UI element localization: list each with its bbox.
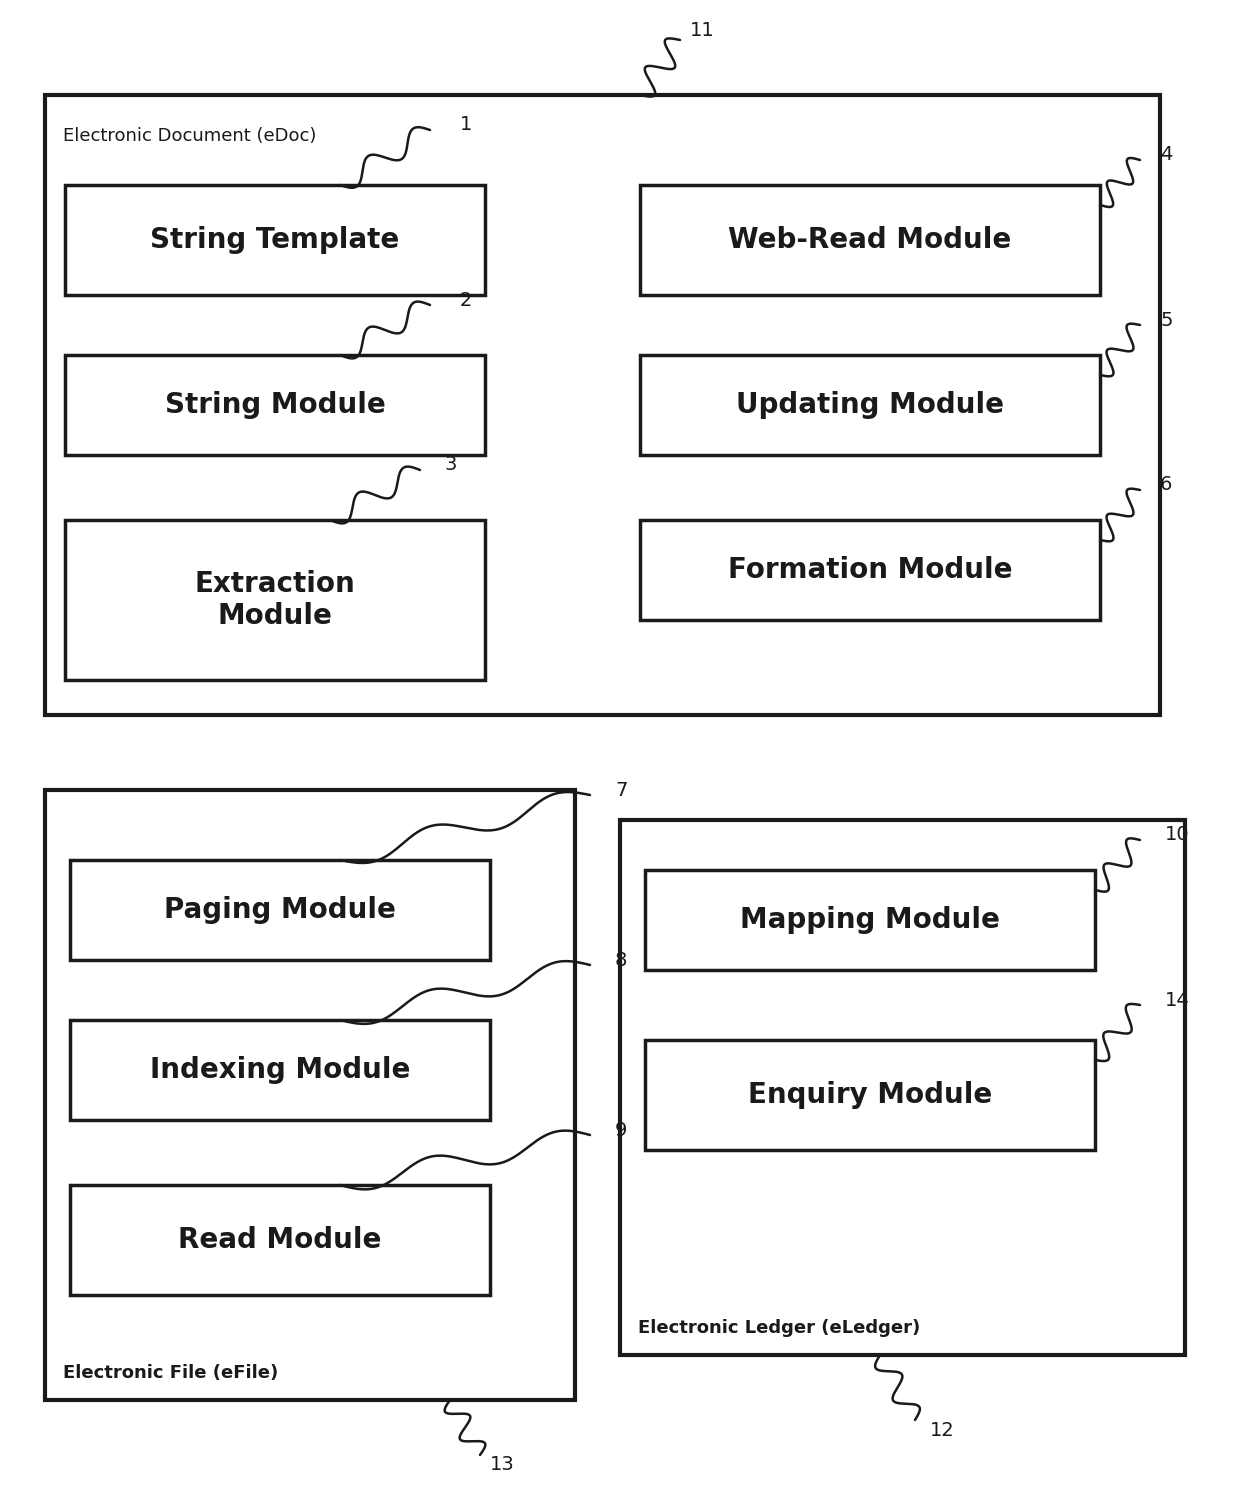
Bar (64, 355, 485, 455)
Text: 14: 14 (1166, 991, 1189, 1009)
Bar (45, 95, 1159, 715)
Bar (640, 520, 1100, 620)
Text: 3: 3 (445, 456, 458, 474)
Text: Indexing Module: Indexing Module (150, 1057, 410, 1083)
Text: Electronic Ledger (eLedger): Electronic Ledger (eLedger) (639, 1320, 920, 1337)
Text: 6: 6 (1159, 476, 1172, 495)
Text: 2: 2 (460, 290, 472, 309)
Bar (640, 184, 1100, 296)
Text: 7: 7 (615, 780, 627, 799)
Bar (640, 355, 1100, 455)
Bar (620, 820, 1185, 1355)
Text: String Template: String Template (150, 226, 399, 254)
Bar (64, 184, 485, 296)
Text: String Module: String Module (165, 391, 386, 419)
Text: Mapping Module: Mapping Module (740, 906, 999, 935)
Text: Extraction
Module: Extraction Module (195, 569, 356, 630)
Text: Web-Read Module: Web-Read Module (728, 226, 1012, 254)
Text: 5: 5 (1159, 311, 1173, 330)
Text: 1: 1 (460, 116, 472, 135)
Text: Electronic Document (eDoc): Electronic Document (eDoc) (63, 126, 316, 146)
Bar (69, 1019, 490, 1120)
Text: 12: 12 (930, 1421, 955, 1440)
Bar (69, 1184, 490, 1294)
Bar (45, 791, 575, 1400)
Text: 4: 4 (1159, 146, 1172, 165)
Text: 11: 11 (689, 21, 714, 40)
Text: 9: 9 (615, 1120, 627, 1140)
Bar (645, 869, 1095, 970)
Text: Read Module: Read Module (179, 1226, 382, 1254)
Bar (645, 1040, 1095, 1150)
Text: 13: 13 (490, 1455, 515, 1474)
Text: Updating Module: Updating Module (737, 391, 1004, 419)
Text: 8: 8 (615, 951, 627, 969)
Text: Paging Module: Paging Module (164, 896, 396, 924)
Text: Formation Module: Formation Module (728, 556, 1012, 584)
Bar (69, 860, 490, 960)
Text: Electronic File (eFile): Electronic File (eFile) (63, 1364, 278, 1382)
Bar (64, 520, 485, 681)
Text: Enquiry Module: Enquiry Module (748, 1080, 992, 1109)
Text: 10: 10 (1166, 826, 1189, 844)
